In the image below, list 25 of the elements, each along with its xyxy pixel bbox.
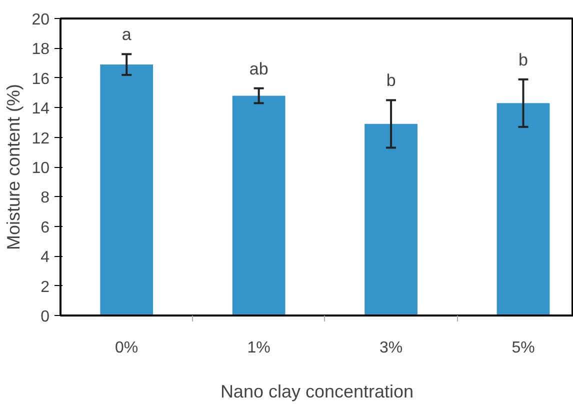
y-tick-label: 0 — [40, 308, 50, 326]
annotation: ab — [249, 59, 268, 78]
y-tick-label: 2 — [40, 278, 50, 296]
y-tick-label: 14 — [32, 100, 50, 118]
bar — [100, 64, 154, 316]
annotation: b — [386, 71, 396, 90]
y-tick-label: 12 — [32, 130, 50, 148]
x-tick-label: 0% — [115, 340, 138, 356]
y-tick-label: 20 — [32, 12, 50, 28]
y-tick-label: 16 — [32, 70, 50, 88]
annotation: a — [122, 25, 132, 44]
x-tick-label: 3% — [379, 340, 403, 356]
y-tick-label: 4 — [40, 249, 50, 266]
y-axis-title: Moisture content (%) — [4, 84, 24, 250]
y-tick-label: 18 — [32, 41, 50, 58]
annotation: b — [518, 50, 528, 70]
y-tick-label: 10 — [32, 160, 50, 177]
y-tick-label: 6 — [40, 219, 50, 236]
x-axis-title: Nano clay concentration — [220, 382, 414, 402]
bar — [364, 124, 418, 316]
x-tick-label: 1% — [247, 340, 270, 356]
bar — [496, 103, 550, 316]
y-tick-label: 8 — [40, 190, 50, 207]
bar — [232, 96, 286, 316]
x-tick-label: 5% — [512, 340, 535, 356]
